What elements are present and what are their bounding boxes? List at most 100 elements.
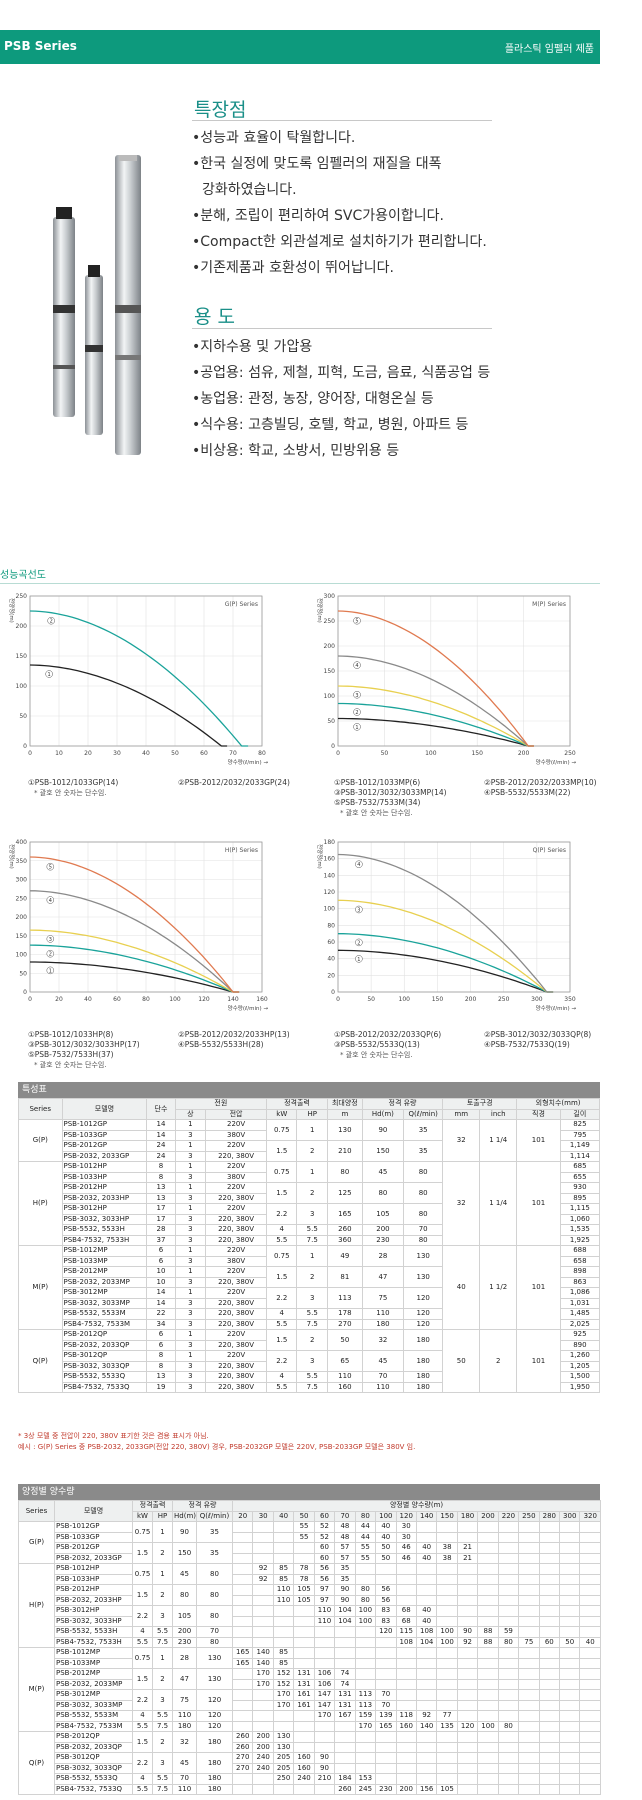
flow-cell — [497, 1615, 520, 1627]
flow-cell — [232, 1573, 254, 1585]
table-cell: 7.5 — [296, 1381, 328, 1393]
table-cell: 1 1/4 — [479, 1161, 518, 1246]
flow-cell — [538, 1552, 561, 1564]
table-cell: 220V — [205, 1140, 268, 1152]
flow-cell — [293, 1647, 315, 1659]
table-cell: 220, 380V — [205, 1192, 268, 1204]
flow-cell — [334, 1731, 356, 1743]
flow-cell — [252, 1531, 274, 1543]
flow-cell — [559, 1710, 581, 1722]
table-cell: 2 — [479, 1329, 518, 1393]
table-cell: 0.75 — [266, 1119, 298, 1141]
model-cell: PSB4-7532, 7533Q — [61, 1381, 148, 1393]
flow-cell: 78 — [293, 1563, 315, 1575]
flow-cell: 245 — [354, 1783, 377, 1795]
x-tick-label: 50 — [381, 750, 389, 757]
spec-table: Series 모델명 단수 전원 정격출력 최대양정 정격 유량 토출구경 외형치수(mm) 상 전… — [18, 1098, 601, 1393]
flow-cell — [375, 1773, 397, 1785]
flow-cell: 40 — [375, 1521, 397, 1533]
flow-cell — [252, 1605, 274, 1617]
flow-cell — [354, 1657, 377, 1669]
flow-cell: 156 — [415, 1783, 438, 1795]
flow-cell — [538, 1542, 561, 1554]
table-cell: 220, 380V — [205, 1360, 268, 1372]
flow-cell: 80 — [354, 1584, 377, 1596]
flow-cell: 161 — [293, 1699, 315, 1711]
flow-cell — [456, 1657, 479, 1669]
flow-cell — [477, 1741, 499, 1753]
table-cell: 45 — [361, 1350, 405, 1372]
flow-cell — [559, 1752, 581, 1764]
flow-cell: 38 — [436, 1552, 458, 1564]
model-cell: PSB-2032, 2033HP — [61, 1192, 148, 1204]
table-cell: 1 1/4 — [479, 1119, 518, 1162]
flow-cell — [293, 1731, 315, 1743]
table-cell: 1,086 — [559, 1287, 601, 1299]
flow-cell — [538, 1752, 561, 1764]
header-cell: 양정별 양수량(m) — [232, 1500, 602, 1512]
header-cell: Series — [18, 1500, 55, 1522]
series-cell: G(P) — [18, 1119, 63, 1162]
table-cell: 220V — [205, 1287, 268, 1299]
table-row: PSB-3032, 3033HP 110 104 100 83 68 40 — [19, 1615, 602, 1627]
x-tick-label: 0 — [28, 996, 32, 1003]
flow-cell: 260 — [232, 1741, 254, 1753]
flow-cell: 170 — [272, 1689, 295, 1701]
flow-cell: 110 — [272, 1594, 295, 1606]
flow-cell — [415, 1731, 438, 1743]
curve-3 — [337, 685, 534, 747]
flow-cell — [272, 1626, 295, 1638]
flow-cell — [375, 1563, 397, 1575]
flow-cell: 115 — [395, 1626, 417, 1638]
table-cell: 3 — [174, 1297, 207, 1309]
table-cell: 110 — [361, 1308, 405, 1320]
header-cell: 모델명 — [54, 1500, 133, 1522]
table-cell: 220, 380V — [205, 1339, 268, 1351]
y-tick-label: 140 — [324, 872, 336, 879]
flow-cell — [252, 1521, 274, 1533]
uses-divider — [192, 328, 492, 329]
curve-marker — [46, 935, 55, 943]
flow-cell — [415, 1699, 438, 1711]
table-cell: 1.5 — [132, 1542, 153, 1564]
table-cell: 80 — [196, 1605, 234, 1627]
legend-hp: ①PSB-1012/1033HP(8) ②PSB-2012/2032/2033HP… — [28, 1030, 328, 1070]
y-tick-label: 160 — [324, 856, 336, 863]
flow-cell — [538, 1531, 561, 1543]
flow-cell — [518, 1647, 540, 1659]
table-cell: 75 — [172, 1689, 198, 1711]
flow-cell: 85 — [272, 1563, 295, 1575]
table-cell: 2.2 — [132, 1689, 153, 1711]
table-cell: 35 — [196, 1521, 234, 1543]
flow-cell: 135 — [436, 1720, 458, 1732]
spec-note-2: 예시 : G(P) Series 중 PSB-2032, 2033GP(전압 2… — [18, 1443, 416, 1451]
x-tick-label: 150 — [471, 750, 483, 757]
table-cell: 160 — [326, 1381, 363, 1393]
model-cell: PSB-1012MP — [61, 1245, 148, 1257]
flow-cell — [497, 1542, 520, 1554]
flow-cell — [395, 1741, 417, 1753]
flow-cell: 240 — [252, 1762, 274, 1774]
series-cell: H(P) — [18, 1563, 55, 1648]
x-tick-label: 350 — [564, 996, 576, 1003]
table-cell: 825 — [559, 1119, 601, 1131]
table-row: PSB-1033MP 165 140 85 — [19, 1657, 602, 1669]
x-tick-label: 0 — [28, 750, 32, 757]
table-cell: 3 — [296, 1203, 328, 1225]
flow-cell — [252, 1542, 274, 1554]
model-cell: PSB-1033MP — [61, 1255, 148, 1267]
header-cell: 60 — [313, 1510, 336, 1522]
model-cell: PSB-5532, 5533Q — [54, 1773, 133, 1785]
flow-cell — [538, 1594, 561, 1606]
table-cell: 1,149 — [559, 1140, 601, 1152]
flow-cell — [334, 1720, 356, 1732]
flow-cell — [436, 1647, 458, 1659]
flow-cell: 44 — [354, 1521, 377, 1533]
table-cell: 80 — [403, 1234, 444, 1246]
flow-cell — [252, 1699, 274, 1711]
flow-cell: 85 — [272, 1647, 295, 1659]
flow-cell — [518, 1783, 540, 1795]
model-cell: PSB-3032, 3033MP — [54, 1699, 133, 1711]
flow-cell: 250 — [272, 1773, 295, 1785]
table-cell: 17 — [146, 1203, 176, 1215]
